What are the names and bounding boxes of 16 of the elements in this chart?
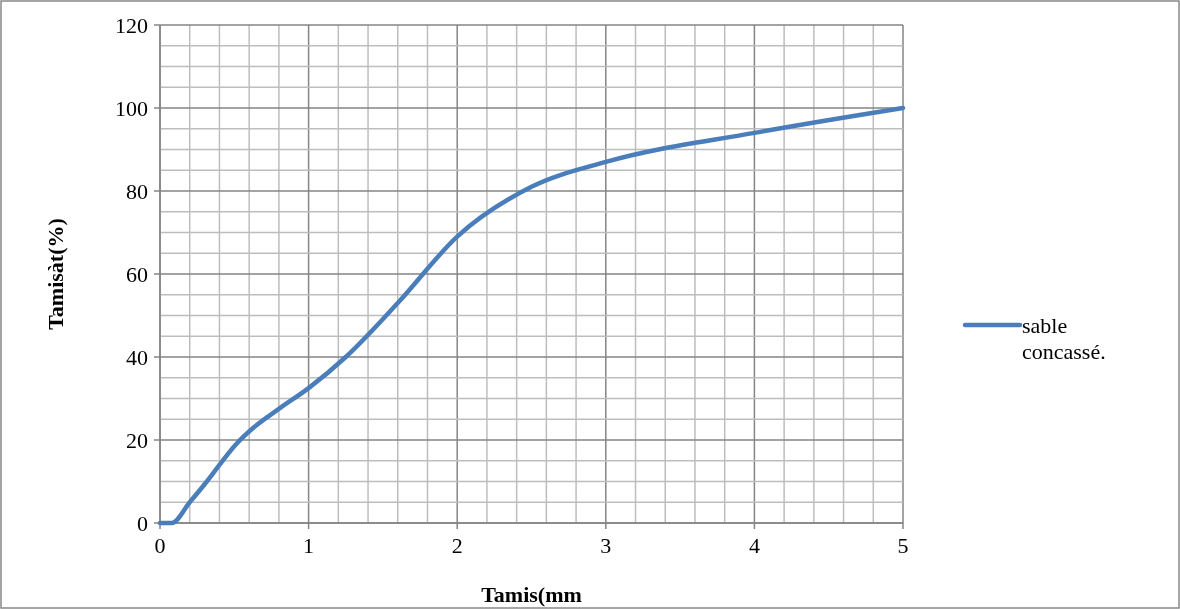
x-axis-title: Tamis(mm <box>481 582 582 607</box>
y-tick-label: 120 <box>115 12 148 38</box>
x-tick-label: 3 <box>600 533 612 558</box>
y-tick-label: 60 <box>126 261 148 287</box>
legend-label: sable concassé. <box>1022 312 1106 365</box>
x-tick-label: 0 <box>154 533 166 558</box>
y-tick-label: 80 <box>126 178 148 204</box>
y-tick-label: 40 <box>126 344 148 370</box>
x-tick-label: 4 <box>748 533 760 558</box>
y-tick-label: 100 <box>115 95 148 121</box>
x-tick-label: 5 <box>897 533 909 558</box>
x-tick-label: 2 <box>451 533 463 558</box>
y-axis-title: Tamisàt(%) <box>43 218 68 330</box>
y-tick-label: 20 <box>126 427 148 453</box>
y-tick-label: 0 <box>137 510 148 536</box>
x-tick-label: 1 <box>303 533 315 558</box>
